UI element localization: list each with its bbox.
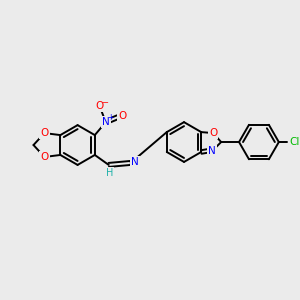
Text: Cl: Cl [290,137,300,147]
Text: +: + [107,113,114,122]
Text: O: O [209,128,217,138]
Text: O: O [118,111,127,121]
Text: O: O [40,152,49,162]
Text: N: N [131,157,139,167]
Text: N: N [102,117,110,127]
Text: N: N [208,146,216,156]
Text: O: O [96,101,104,111]
Text: −: − [101,98,108,107]
Text: O: O [40,128,49,138]
Text: H: H [106,168,113,178]
